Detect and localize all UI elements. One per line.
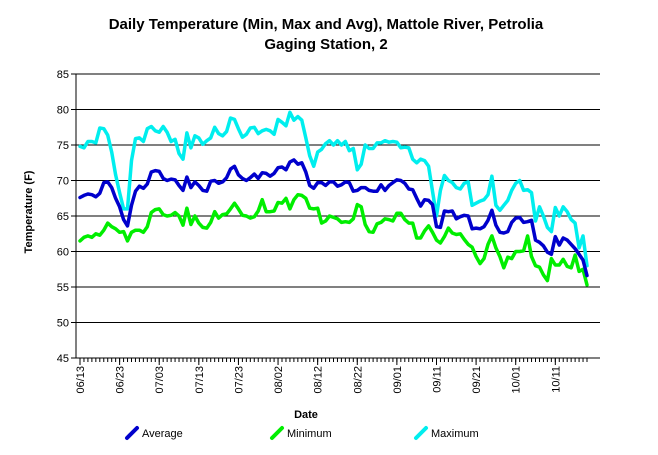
x-tick-label: 06/23	[115, 366, 127, 394]
x-axis-label: Date	[294, 409, 318, 421]
y-tick-label: 85	[57, 69, 69, 81]
y-tick-label: 65	[57, 211, 69, 223]
gridlines	[76, 73, 600, 359]
series-line-average	[78, 158, 589, 278]
y-tick-label: 45	[57, 353, 69, 365]
legend-swatch-average	[125, 426, 139, 440]
y-axis-ticks: 45 50 55 60 65 70 75 80 85	[57, 69, 76, 365]
y-tick-label: 60	[57, 247, 69, 259]
chart-title-line-1: Daily Temperature (Min, Max and Avg), Ma…	[109, 16, 544, 33]
y-tick-label: 55	[57, 282, 69, 294]
x-tick-label: 08/12	[313, 366, 325, 394]
series-line-minimum	[78, 192, 589, 287]
series-line-maximum	[78, 110, 589, 268]
x-tick-label: 10/11	[550, 366, 562, 393]
y-tick-label: 80	[57, 105, 69, 117]
axes	[75, 74, 600, 359]
x-tick-label: 09/21	[471, 366, 483, 394]
y-tick-label: 70	[57, 176, 69, 188]
y-axis-label: Temperature (F)	[23, 170, 35, 253]
legend-label-minimum: Minimum	[287, 428, 332, 440]
x-tick-label: 09/01	[392, 366, 404, 394]
legend-swatch-maximum	[414, 426, 428, 440]
legend-label-average: Average	[142, 428, 183, 440]
chart-title-line-2: Gaging Station, 2	[264, 36, 387, 53]
legend: Average Minimum Maximum	[125, 426, 479, 440]
x-tick-label: 09/11	[431, 366, 443, 393]
x-tick-label: 07/13	[194, 366, 206, 394]
x-axis-ticks: 06/13 06/23 07/03 07/13 07/23 08/02 08/12 08/22…	[75, 358, 588, 394]
x-tick-label: 08/22	[352, 366, 364, 394]
x-tick-label: 06/13	[75, 366, 87, 394]
legend-label-maximum: Maximum	[431, 428, 479, 440]
legend-swatch-minimum	[270, 426, 284, 440]
x-tick-label: 10/01	[511, 366, 523, 394]
y-tick-label: 50	[57, 318, 69, 330]
series-lines	[78, 110, 589, 287]
x-tick-label: 07/23	[233, 366, 245, 394]
y-tick-label: 75	[57, 140, 69, 152]
x-tick-label: 07/03	[154, 366, 166, 394]
x-tick-label: 08/02	[273, 366, 285, 394]
